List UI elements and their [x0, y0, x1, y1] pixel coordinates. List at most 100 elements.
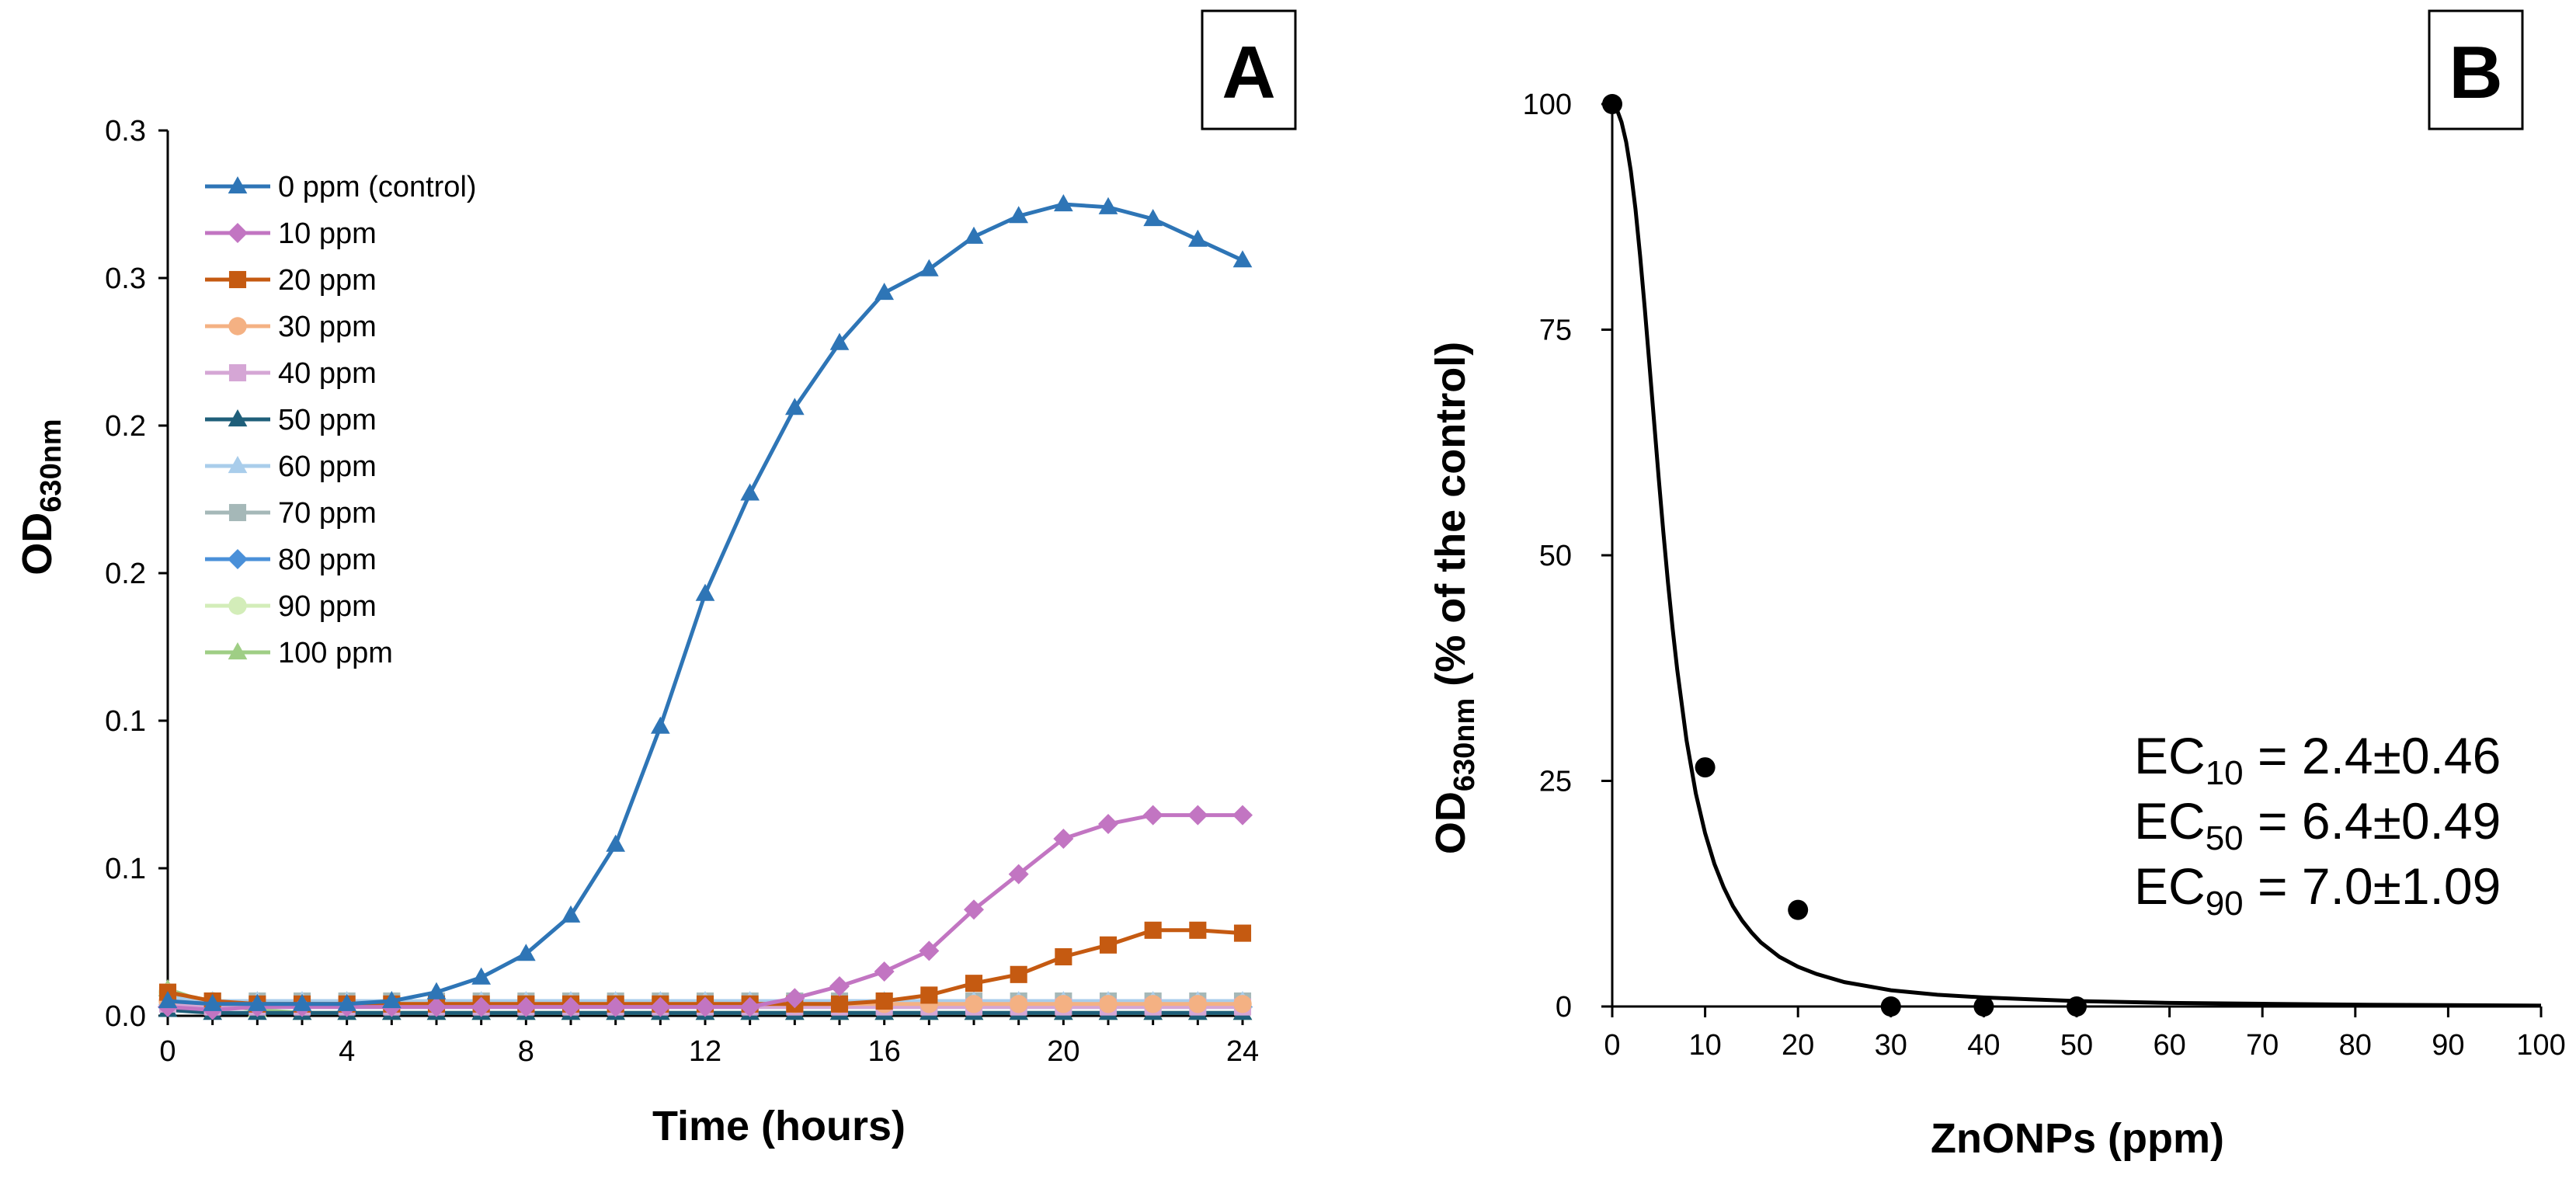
- ec-value: = 2.4±0.46: [2244, 727, 2501, 784]
- panel-a-y-title-sub: 630nm: [35, 419, 68, 512]
- panel-b-x-tick-label: 30: [1875, 1029, 1907, 1062]
- panel-b-x-tick-label: 40: [1967, 1029, 2000, 1062]
- series-point: [784, 988, 805, 1009]
- series-point: [874, 283, 895, 301]
- panel-b-y-title-sub: 630nm: [1448, 698, 1481, 791]
- panel-b-y-title-main: OD: [1427, 791, 1474, 854]
- panel-b-y-tick-label: 0: [1556, 991, 1572, 1024]
- panel-b-x-tick-label: 60: [2153, 1029, 2185, 1062]
- panel-a-x-tick-label: 4: [339, 1035, 355, 1068]
- data-point: [1695, 757, 1716, 778]
- panel-a-y-axis-title: OD630nm: [14, 419, 68, 575]
- series-point: [203, 993, 223, 1011]
- series-point: [1099, 995, 1118, 1013]
- panel-a-label: A: [1222, 31, 1275, 114]
- series-point: [874, 961, 895, 982]
- series-point: [695, 583, 715, 601]
- data-point: [1788, 899, 1809, 920]
- series-point: [1187, 229, 1208, 247]
- panel-a-label-box: [1201, 9, 1297, 130]
- panel-b-x-tick-label: 90: [2432, 1029, 2464, 1062]
- series-point: [1189, 921, 1207, 939]
- legend-label: 70 ppm: [278, 497, 377, 530]
- ec-value: = 7.0±1.09: [2244, 857, 2501, 915]
- series-1: [158, 805, 1253, 1020]
- panel-a-y-tick-label: 0.2: [105, 558, 146, 590]
- legend-marker: [228, 409, 248, 427]
- panel-a: A 0.0 0.1 0.1 0.2 0.2 0.3 0.3 0 4 8 12 16 20 24 0 ppm…: [14, 9, 1297, 1149]
- series-point: [158, 991, 178, 1009]
- panel-a-x-tick-label: 8: [518, 1035, 534, 1068]
- panel-b-x-tick-label: 0: [1604, 1029, 1620, 1062]
- panel-a-y-tick-label: 0.0: [105, 1000, 146, 1033]
- legend-label: 60 ppm: [278, 450, 377, 483]
- ec-subscript: 10: [2206, 754, 2244, 792]
- series-point: [561, 905, 581, 923]
- series-line: [167, 813, 1243, 1012]
- series-point: [1188, 995, 1208, 1013]
- panel-a-series: [158, 194, 1253, 1020]
- panel-b-fit-curve-group: [1611, 103, 2542, 1008]
- series-point: [606, 834, 626, 852]
- data-point: [1602, 94, 1622, 114]
- series-point: [964, 226, 984, 244]
- legend-marker: [228, 549, 248, 569]
- ec-prefix: EC: [2134, 857, 2206, 915]
- legend-label: 0 ppm (control): [278, 171, 477, 203]
- legend-label: 100 ppm: [278, 637, 393, 669]
- legend-label: 40 ppm: [278, 357, 377, 390]
- series-point: [1142, 805, 1163, 826]
- series-point: [471, 967, 492, 985]
- series-point: [919, 940, 940, 961]
- series-point: [1143, 209, 1163, 227]
- series-point: [650, 996, 671, 1017]
- panel-b-x-tick-label: 10: [1688, 1029, 1721, 1062]
- legend-label: 50 ppm: [278, 404, 377, 436]
- series-point: [1144, 921, 1162, 939]
- series-point: [1099, 936, 1118, 954]
- legend-marker: [228, 503, 247, 522]
- ec-annotation: EC90 = 7.0±1.09: [2134, 857, 2501, 923]
- series-point: [381, 991, 402, 1009]
- series-point: [740, 483, 760, 501]
- series-point: [739, 996, 760, 1017]
- panel-b-y-title-rest: (% of the control): [1427, 342, 1474, 698]
- series-point: [1187, 805, 1208, 826]
- panel-a-x-tick-label: 16: [868, 1035, 901, 1068]
- series-point: [247, 993, 267, 1011]
- panel-a-y-tick-label: 0.2: [105, 410, 146, 443]
- series-point: [605, 996, 626, 1017]
- panel-b-y-tick-label: 25: [1539, 766, 1572, 798]
- series-point: [1009, 206, 1029, 224]
- panel-b-x-axis-title: ZnONPs (ppm): [1931, 1115, 2224, 1162]
- ec-annotation: EC10 = 2.4±0.46: [2134, 727, 2501, 792]
- legend-marker: [228, 456, 248, 474]
- legend-marker: [228, 317, 247, 335]
- series-point: [1054, 995, 1073, 1013]
- panel-a-legend: 0 ppm (control) 10 ppm 20 ppm 30 ppm 40 ppm 5…: [205, 171, 477, 669]
- ec-prefix: EC: [2134, 727, 2206, 784]
- series-point: [516, 996, 537, 1017]
- panel-a-x-axis-title: Time (hours): [652, 1103, 906, 1149]
- series-point: [919, 259, 939, 276]
- series-point: [1232, 805, 1253, 826]
- legend-label: 90 ppm: [278, 590, 377, 623]
- panel-a-x-tick-label: 24: [1226, 1035, 1259, 1068]
- ec-value: = 6.4±0.49: [2244, 792, 2501, 850]
- fit-curve: [1611, 103, 2542, 1008]
- series-point: [1055, 947, 1072, 966]
- series-point: [1010, 965, 1027, 983]
- panel-a-x-tick-label: 12: [689, 1035, 721, 1068]
- ec-prefix: EC: [2134, 792, 2206, 850]
- legend-label: 30 ppm: [278, 311, 377, 343]
- panel-b-y-axis-title: OD630nm (% of the control): [1427, 342, 1481, 854]
- panel-b-y-tick-label: 50: [1539, 540, 1572, 572]
- series-point: [829, 976, 850, 996]
- panel-a-y-tick-label: 0.1: [105, 853, 146, 885]
- series-point: [1233, 924, 1252, 942]
- series-point: [1009, 995, 1028, 1013]
- legend-marker: [228, 176, 248, 194]
- legend-label: 20 ppm: [278, 264, 377, 297]
- legend-label: 80 ppm: [278, 544, 377, 576]
